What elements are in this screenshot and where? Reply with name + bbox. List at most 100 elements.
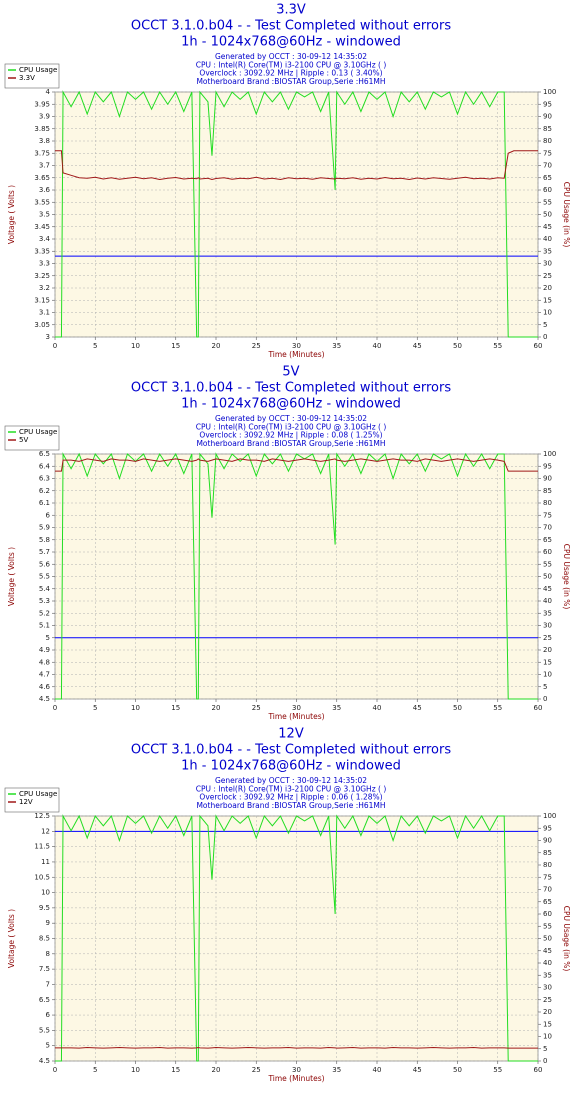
y2-tick-label: 100 <box>543 812 556 820</box>
y-tick-label: 3.4 <box>39 235 51 243</box>
legend-box <box>4 425 60 451</box>
y-tick-label: 3.45 <box>34 223 50 231</box>
y2-tick-label: 85 <box>543 125 552 133</box>
y2-tick-label: 50 <box>543 211 552 219</box>
x-tick-label: 15 <box>171 1066 180 1074</box>
y2-tick-label: 75 <box>543 873 552 881</box>
y-tick-label: 6.1 <box>39 499 50 507</box>
y2-tick-label: 10 <box>543 309 552 317</box>
info-line: Generated by OCCT : 30-09-12 14:35:02 <box>215 52 367 61</box>
x-tick-label: 50 <box>453 704 462 712</box>
y-tick-label: 4.9 <box>39 646 50 654</box>
x-tick-label: 35 <box>332 1066 341 1074</box>
y2-tick-label: 0 <box>543 1057 547 1065</box>
x-tick-label: 5 <box>93 342 97 350</box>
x-tick-label: 50 <box>453 1066 462 1074</box>
chart-title: 12V <box>278 727 304 742</box>
x-tick-label: 55 <box>493 1066 502 1074</box>
chart-subtitle: 1h - 1024x768@60Hz - windowed <box>181 35 401 50</box>
x-tick-label: 45 <box>413 342 422 350</box>
y2-tick-label: 30 <box>543 622 552 630</box>
x-tick-label: 25 <box>252 342 261 350</box>
y2-tick-label: 80 <box>543 137 552 145</box>
y2-tick-label: 45 <box>543 223 552 231</box>
x-tick-label: 30 <box>292 342 301 350</box>
x-tick-label: 40 <box>373 704 382 712</box>
y-tick-label: 7.5 <box>39 965 50 973</box>
y-tick-label: 3.5 <box>39 211 50 219</box>
y2-tick-label: 45 <box>543 585 552 593</box>
y-tick-label: 6.5 <box>39 450 50 458</box>
y2-tick-label: 85 <box>543 487 552 495</box>
info-line: Overclock : 3092.92 MHz | Ripple : 0.08 … <box>199 431 382 440</box>
info-line: Motherboard Brand :BIOSTAR Group,Serie :… <box>196 801 385 810</box>
y-tick-label: 3.75 <box>34 149 50 157</box>
y2-tick-label: 95 <box>543 100 552 108</box>
y2-tick-label: 70 <box>543 886 552 894</box>
y2-axis-label: CPU Usage (in %) <box>562 544 571 610</box>
y-tick-label: 4.5 <box>39 1057 50 1065</box>
y2-tick-label: 35 <box>543 971 552 979</box>
y2-tick-label: 25 <box>543 272 552 280</box>
chart-subtitle: 1h - 1024x768@60Hz - windowed <box>181 759 401 774</box>
chart-subtitle: OCCT 3.1.0.b04 - - Test Completed withou… <box>131 381 451 396</box>
x-tick-label: 30 <box>292 704 301 712</box>
y-tick-label: 3.9 <box>39 113 50 121</box>
x-tick-label: 60 <box>534 342 543 350</box>
y-tick-label: 6.2 <box>39 487 50 495</box>
x-tick-label: 15 <box>171 704 180 712</box>
y2-tick-label: 90 <box>543 475 552 483</box>
y2-tick-label: 90 <box>543 113 552 121</box>
y2-tick-label: 50 <box>543 573 552 581</box>
info-line: Overclock : 3092.92 MHz | Ripple : 0.13 … <box>199 69 382 78</box>
x-axis-label: Time (Minutes) <box>267 350 324 359</box>
info-line: CPU : Intel(R) Core(TM) i3-2100 CPU @ 3.… <box>196 422 387 431</box>
y2-tick-label: 70 <box>543 524 552 532</box>
y-tick-label: 5 <box>46 634 50 642</box>
y-tick-label: 7 <box>46 980 50 988</box>
y-tick-label: 5.4 <box>39 585 51 593</box>
series-line <box>55 1047 538 1049</box>
legend-label: 5V <box>19 436 28 444</box>
x-tick-label: 50 <box>453 342 462 350</box>
x-tick-label: 60 <box>534 1066 543 1074</box>
chart-subtitle: OCCT 3.1.0.b04 - - Test Completed withou… <box>131 19 451 34</box>
y2-tick-label: 40 <box>543 959 552 967</box>
info-line: Motherboard Brand :BIOSTAR Group,Serie :… <box>196 439 385 448</box>
y-tick-label: 3.8 <box>39 137 50 145</box>
x-tick-label: 10 <box>131 704 140 712</box>
x-tick-label: 55 <box>493 704 502 712</box>
y2-tick-label: 10 <box>543 671 552 679</box>
y2-tick-label: 95 <box>543 824 552 832</box>
legend-label: 12V <box>19 798 33 806</box>
x-tick-label: 40 <box>373 342 382 350</box>
y2-tick-label: 15 <box>543 658 552 666</box>
x-axis-label: Time (Minutes) <box>267 1074 324 1083</box>
y-tick-label: 3.05 <box>34 321 50 329</box>
series-line <box>55 90 538 338</box>
chart: 5V OCCT 3.1.0.b04 - - Test Completed with… <box>4 365 571 721</box>
y-tick-label: 3.95 <box>34 100 50 108</box>
y2-axis-label: CPU Usage (in %) <box>562 182 571 248</box>
y-tick-label: 3.25 <box>34 272 50 280</box>
y-tick-label: 12 <box>41 827 50 835</box>
y-tick-label: 6.5 <box>39 996 50 1004</box>
y-axis-label: Voltage ( Volts ) <box>7 547 16 606</box>
y-tick-label: 10 <box>41 889 50 897</box>
legend-label: CPU Usage <box>19 428 57 436</box>
y2-tick-label: 55 <box>543 560 552 568</box>
y2-tick-label: 25 <box>543 634 552 642</box>
y2-tick-label: 10 <box>543 1033 552 1041</box>
y-tick-label: 3 <box>46 333 50 341</box>
x-tick-label: 55 <box>493 342 502 350</box>
y-tick-label: 3.2 <box>39 284 50 292</box>
y2-tick-label: 95 <box>543 462 552 470</box>
y2-tick-label: 55 <box>543 198 552 206</box>
y2-tick-label: 65 <box>543 536 552 544</box>
y-tick-label: 3.15 <box>34 296 50 304</box>
chart-subtitle: OCCT 3.1.0.b04 - - Test Completed withou… <box>131 743 451 758</box>
y-tick-label: 5.1 <box>39 622 50 630</box>
y2-tick-label: 80 <box>543 861 552 869</box>
